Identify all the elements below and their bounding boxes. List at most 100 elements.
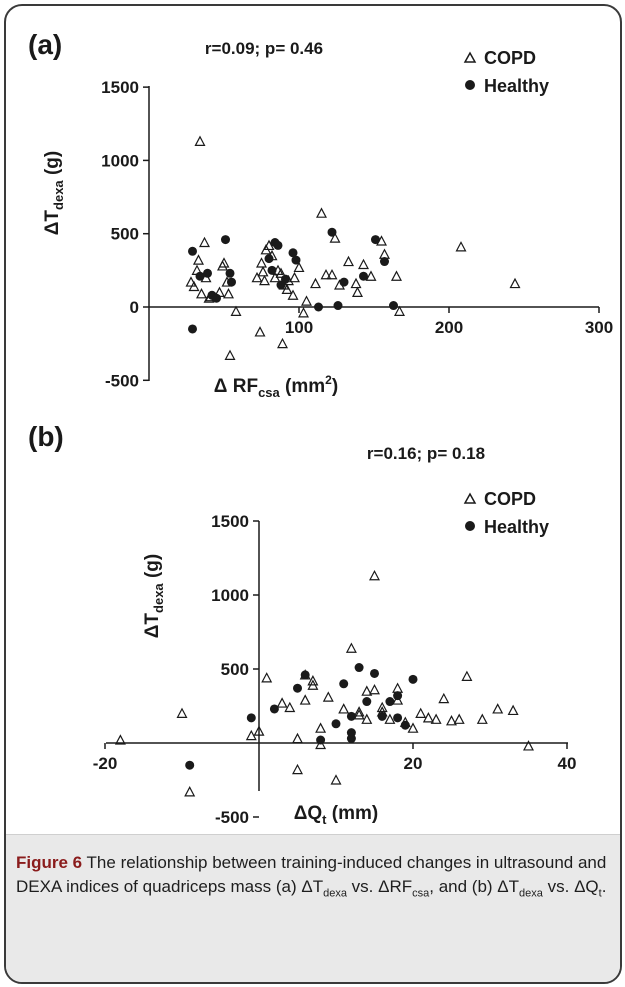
healthy-point (377, 711, 387, 721)
healthy-point (393, 713, 403, 723)
panel-b-ylabel: ΔTdexa (g) (142, 554, 166, 638)
caption-lead: Figure 6 (16, 853, 83, 872)
panel-a-xlabel-sup: 2 (325, 373, 332, 387)
caption-sub-3: dexa (519, 887, 543, 900)
healthy-point (188, 324, 197, 334)
healthy-point (203, 268, 212, 278)
copd-point (507, 704, 519, 716)
panel-b-legend: COPD Healthy (463, 489, 549, 537)
healthy-point (273, 240, 283, 250)
healthy-point (346, 711, 356, 721)
copd-point (261, 672, 273, 683)
copd-point (523, 740, 534, 751)
panel-a-stats: r=0.09; p= 0.46 (205, 39, 323, 58)
panel-b-stats: r=0.16; p= 0.18 (367, 444, 485, 463)
copd-point (292, 732, 303, 744)
healthy-point (291, 255, 301, 265)
chart-b-svg: (b) r=0.16; p= 0.18 ΔTdexa (g) ΔQt (mm) … (28, 421, 576, 827)
copd-point (358, 258, 369, 270)
healthy-point (264, 254, 274, 264)
copd-point (256, 257, 267, 268)
healthy-point (359, 271, 368, 281)
copd-point (316, 207, 327, 218)
healthy-point (385, 697, 395, 707)
panel-a-xlabel-unit: (mm (280, 376, 325, 397)
y-tick-label: 1500 (101, 78, 139, 97)
caption-text: The relationship between training-induce… (16, 853, 607, 896)
panel-a-label: (a) (28, 29, 62, 60)
panel-a-ylabel: ΔTdexa (g) (42, 151, 66, 235)
healthy-point (393, 691, 403, 701)
copd-point (199, 236, 210, 248)
legend-copd-label: COPD (484, 48, 536, 68)
healthy-point (331, 719, 341, 729)
copd-point (343, 255, 354, 267)
healthy-point (300, 670, 310, 680)
copd-point (365, 270, 377, 281)
y-tick-label: 1500 (211, 512, 249, 531)
x-tick-label: -20 (93, 754, 118, 773)
legend-healthy-label: Healthy (484, 76, 549, 96)
copd-point (289, 271, 300, 283)
copd-point (315, 738, 327, 750)
copd-point (310, 277, 321, 289)
copd-point (415, 707, 427, 718)
copd-point (184, 786, 196, 797)
healthy-point (293, 683, 302, 693)
healthy-point (221, 235, 230, 245)
panel-a-legend: COPD Healthy (463, 48, 549, 96)
copd-point (263, 239, 275, 251)
healthy-point (333, 301, 343, 311)
copd-point (476, 713, 488, 724)
copd-point (326, 268, 338, 280)
copd-point (376, 701, 388, 713)
legend-copd-label: COPD (484, 489, 536, 509)
healthy-point (346, 728, 356, 738)
healthy-point (362, 697, 372, 707)
copd-point (114, 734, 126, 745)
panel-a: (a) r=0.09; p= 0.46 ΔTdexa (g) Δ RFcsa (… (6, 6, 620, 411)
copd-point (446, 715, 457, 726)
legend-healthy-label: Healthy (484, 517, 549, 537)
panel-a-ylabel-sub: dexa (51, 180, 66, 210)
panel-b-xlabel: ΔQt (mm) (294, 803, 379, 827)
healthy-point (400, 720, 410, 730)
copd-point (218, 257, 230, 268)
copd-point (301, 295, 312, 306)
copd-point (330, 774, 342, 785)
copd-point (293, 261, 305, 273)
copd-point (194, 135, 206, 146)
copd-point (284, 701, 296, 713)
copd-point (422, 712, 434, 723)
y-tick-label: -500 (105, 371, 139, 390)
healthy-point (269, 704, 279, 714)
y-tick-label: -500 (215, 808, 249, 827)
copd-point (259, 274, 270, 286)
healthy-point (327, 227, 337, 237)
healthy-point (188, 246, 197, 256)
copd-point (253, 725, 265, 736)
panel-a-xlabel-sub: csa (258, 385, 280, 400)
copd-point (453, 713, 465, 724)
copd-point (338, 703, 350, 714)
legend-copd-icon (463, 51, 477, 63)
panel-b-xlabel-sub: t (322, 812, 327, 827)
copd-point (176, 707, 188, 718)
y-tick-label: 0 (130, 298, 139, 317)
copd-point (276, 697, 288, 708)
panel-b: (b) r=0.16; p= 0.18 ΔTdexa (g) ΔQt (mm) … (6, 411, 620, 834)
healthy-point (408, 674, 418, 684)
copd-point (292, 763, 303, 775)
copd-point (361, 713, 373, 724)
caption-sub-1: dexa (323, 887, 347, 900)
legend-copd-icon (463, 492, 477, 504)
healthy-point (246, 713, 256, 723)
chart-a-svg: (a) r=0.09; p= 0.46 ΔTdexa (g) Δ RFcsa (… (28, 29, 613, 400)
caption-box: Figure 6 The relationship between traini… (6, 834, 620, 982)
healthy-point (316, 735, 326, 745)
copd-point (353, 709, 365, 720)
caption-sub-2: csa (412, 887, 430, 900)
caption-text-5: . (601, 877, 607, 896)
healthy-point (185, 760, 195, 770)
healthy-point (288, 248, 298, 258)
